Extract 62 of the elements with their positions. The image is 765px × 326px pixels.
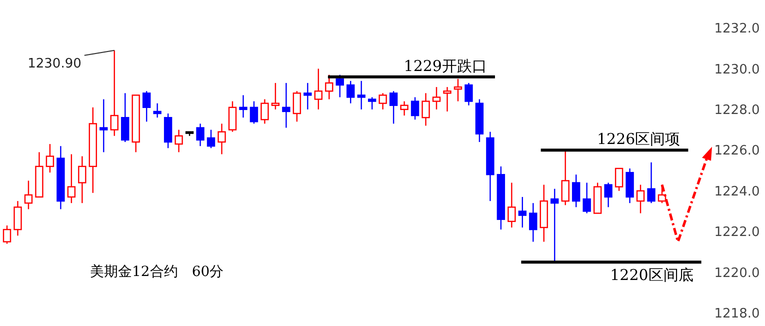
candlestick [378,92,387,110]
candlestick [400,100,408,116]
candlestick [100,98,108,153]
candlestick [314,68,322,110]
candlestick [206,129,216,149]
candlestick [389,90,398,124]
candlestick [78,156,86,204]
candlestick [304,82,312,110]
y-tick-label: 1226.0 [714,144,760,159]
candlestick [153,102,162,118]
annotation: 美期金12合约 60分 [90,264,224,280]
y-tick-label: 1224.0 [714,184,760,200]
y-tick-label: 1230.0 [714,62,760,78]
annotation: 1230.90 [28,56,82,72]
candlestick [24,180,33,210]
ref-line-label: 1220区间底 [610,266,694,284]
candlestick [550,188,559,263]
y-tick-label: 1220.0 [714,266,760,281]
candlestick [614,168,624,192]
candlestick [260,98,269,124]
ref-line-label: 1226区间项 [597,130,680,148]
candlestick [228,100,237,132]
candlestick [368,96,376,110]
y-tick-label: 1218.0 [714,306,760,322]
candlestick [121,92,130,143]
candlestick [218,123,226,155]
candlestick [432,86,441,110]
candlestick [572,174,580,208]
candlestick [529,202,538,242]
y-tick-label: 1232.0 [714,22,760,37]
candlestick [336,74,344,98]
candlestick [518,196,527,228]
candlestick [454,78,462,102]
y-tick-label: 1228.0 [714,102,760,118]
candlestick [142,90,151,122]
candlestick [14,200,22,236]
ref-line-label: 1229开跌口 [404,56,487,75]
candlestick [647,162,656,204]
candlestick [346,80,355,104]
candlestick [561,150,570,206]
candlestick [508,182,516,228]
candlestick [604,182,612,208]
candlestick [443,86,452,112]
candlestick [196,123,204,147]
candlestick [250,100,258,124]
candlestick [110,50,118,136]
candlestick [174,129,183,153]
candlestick [282,82,290,128]
y-tick-label: 1222.0 [714,225,760,240]
candlestick [2,224,12,244]
candlestick [46,143,54,174]
candlestick [67,154,76,204]
candlestick [582,182,591,214]
candlestick [357,80,366,110]
candlestick [422,92,430,126]
candlestick [410,96,420,120]
candlestick [636,184,645,214]
candlestick [271,82,280,110]
candlestick [239,94,248,118]
candlestick [292,90,302,122]
candlestick [464,82,473,106]
candlestick [325,74,334,100]
